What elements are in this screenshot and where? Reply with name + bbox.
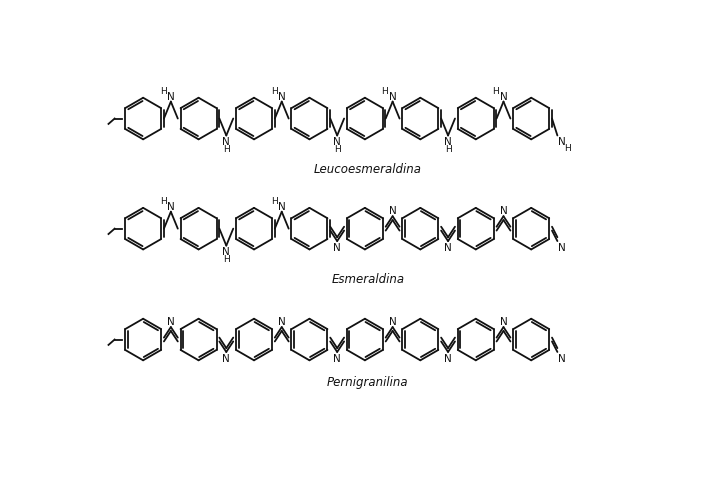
Text: N: N (388, 206, 396, 216)
Text: N: N (278, 92, 286, 102)
Text: N: N (558, 137, 566, 147)
Text: N: N (167, 201, 174, 211)
Text: N: N (388, 317, 396, 327)
Text: N: N (500, 92, 508, 102)
Text: N: N (388, 92, 396, 102)
Text: N: N (333, 137, 341, 147)
Text: H: H (271, 87, 277, 96)
Text: N: N (444, 242, 452, 253)
Text: Esmeraldina: Esmeraldina (332, 272, 404, 285)
Text: N: N (500, 317, 508, 327)
Text: N: N (333, 242, 341, 253)
Text: N: N (558, 242, 566, 253)
Text: H: H (160, 196, 167, 205)
Text: N: N (167, 92, 174, 102)
Text: Pernigranilina: Pernigranilina (327, 375, 409, 388)
Text: N: N (223, 137, 230, 147)
Text: H: H (444, 145, 452, 154)
Text: Leucoesmeraldina: Leucoesmeraldina (314, 162, 422, 175)
Text: N: N (500, 206, 508, 216)
Text: N: N (444, 353, 452, 363)
Text: H: H (493, 87, 499, 96)
Text: H: H (160, 87, 167, 96)
Text: N: N (167, 317, 174, 327)
Text: N: N (444, 137, 452, 147)
Text: H: H (334, 145, 340, 154)
Text: N: N (333, 353, 341, 363)
Text: H: H (223, 255, 230, 264)
Text: H: H (381, 87, 388, 96)
Text: N: N (558, 353, 566, 363)
Text: N: N (278, 201, 286, 211)
Text: H: H (564, 144, 571, 153)
Text: N: N (223, 353, 230, 363)
Text: H: H (223, 145, 230, 154)
Text: N: N (223, 247, 230, 257)
Text: H: H (271, 196, 277, 205)
Text: N: N (278, 317, 286, 327)
